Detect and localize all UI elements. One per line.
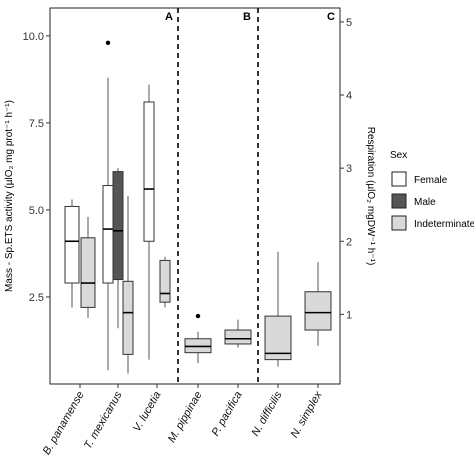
y-tick-label-right: 2 (346, 236, 352, 248)
legend-label-female: Female (414, 175, 448, 186)
x-tick-label: M. pippinae (166, 390, 205, 445)
panel-label-b: B (243, 11, 251, 23)
box-series (64, 40, 332, 374)
y-tick-label-right: 5 (346, 17, 352, 29)
legend-swatch-indeterminate (391, 215, 407, 231)
box-body (224, 329, 252, 345)
box-indeterminate (80, 216, 96, 318)
box-indeterminate (224, 319, 252, 348)
box-body (304, 291, 332, 331)
box-body (122, 280, 134, 355)
y-tick-label-right: 4 (346, 90, 352, 102)
legend-title: Sex (390, 150, 407, 161)
legend-label-male: Male (414, 197, 436, 208)
box-body (80, 237, 96, 308)
legend: Sex Female Male Indeterminate (390, 150, 474, 231)
y-tick-label-right: 3 (346, 163, 352, 175)
panel-label-a: A (165, 11, 173, 23)
x-tick-label: N. simplex (289, 389, 325, 440)
box-indeterminate (264, 251, 292, 367)
box-male (112, 168, 124, 329)
y-axis-title: Mass - Sp.ETS activity (µlO₂ mg prot⁻¹ h… (4, 100, 15, 292)
box-body (64, 205, 80, 284)
y-tick-label: 2.5 (29, 292, 44, 304)
box-body (102, 185, 114, 284)
y-tick-label-right: 1 (346, 309, 352, 321)
box-indeterminate (159, 256, 171, 308)
x-tick-label: V. lucetia (131, 390, 164, 434)
legend-swatch-female (391, 171, 407, 187)
x-tick-label: N. difficilis (249, 389, 284, 438)
panel-label-c: C (327, 11, 335, 23)
legend-label-indeterminate: Indeterminate (414, 219, 474, 230)
y-axis-title-right: Respiration (µlO₂ mgDW⁻¹ h⁻¹) (365, 127, 376, 266)
y-axis-right: 1 2 3 4 5 (340, 17, 352, 321)
x-tick-label: P. pacifica (210, 390, 245, 439)
y-tick-label: 10.0 (23, 31, 44, 43)
plot-panel (49, 7, 341, 385)
y-tick-label: 7.5 (29, 118, 44, 130)
box-body (159, 259, 171, 303)
y-axis: 2.5 5.0 7.5 10.0 (23, 31, 50, 304)
box-female (102, 40, 114, 371)
x-tick-label: T. mexicanus (82, 389, 125, 451)
x-tick-label: B. panamense (41, 390, 87, 457)
box-body (143, 101, 155, 242)
box-body (264, 315, 292, 361)
outlier-point (105, 40, 111, 46)
box-body (112, 171, 124, 281)
box-female (64, 199, 80, 308)
outlier-point (195, 313, 201, 319)
box-female (143, 84, 155, 360)
legend-swatch-male (391, 193, 407, 209)
box-indeterminate (184, 313, 212, 364)
box-indeterminate (304, 262, 332, 346)
box-indeterminate (122, 196, 134, 374)
y-tick-label: 5.0 (29, 205, 44, 217)
